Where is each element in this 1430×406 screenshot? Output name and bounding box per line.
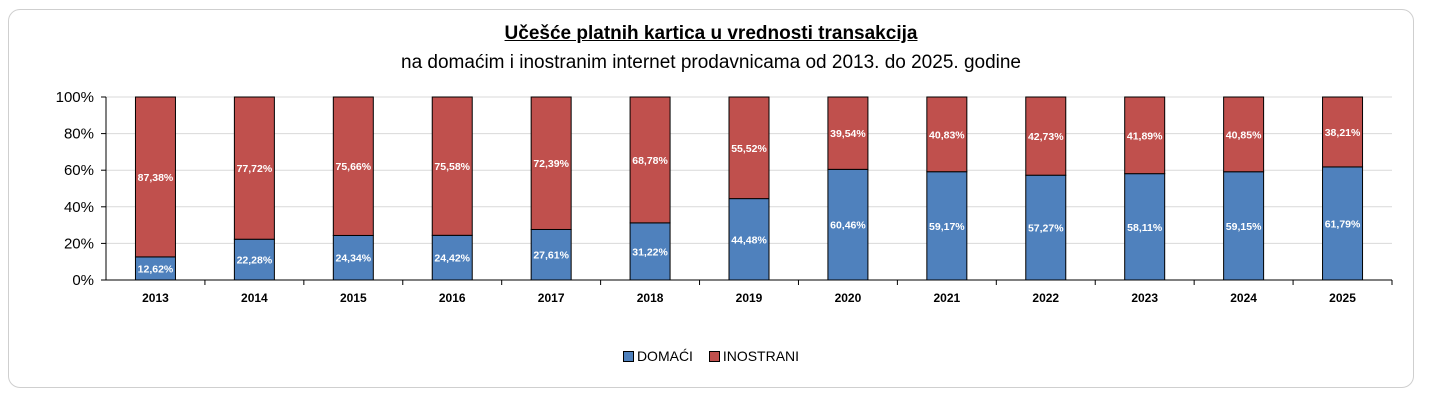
x-tick-label: 2014	[241, 291, 268, 305]
bar-inostrani	[233, 96, 275, 240]
data-label: 24,42%	[434, 253, 470, 265]
y-tick-label: 80%	[64, 126, 94, 143]
legend-swatch-domaci	[622, 350, 634, 362]
data-label: 68,78%	[632, 155, 668, 167]
data-label: 87,38%	[138, 172, 174, 184]
data-label: 40,83%	[929, 129, 965, 141]
data-label: 41,89%	[1127, 130, 1163, 142]
bar-domaci	[1223, 171, 1265, 281]
legend-item-inostrani: INOSTRANI	[708, 348, 800, 364]
data-label: 27,61%	[533, 250, 569, 262]
legend-swatch-inostrani	[708, 350, 720, 362]
x-tick-label: 2022	[1032, 291, 1059, 305]
bar-inostrani	[629, 96, 671, 224]
bar-domaci	[332, 234, 374, 281]
legend: DOMAĆI INOSTRANI	[0, 348, 1422, 365]
bar-inostrani	[827, 96, 869, 170]
bar-inostrani	[1322, 96, 1364, 168]
data-label: 77,72%	[237, 163, 273, 175]
legend-label-domaci: DOMAĆI	[636, 348, 693, 364]
y-tick-label: 0%	[72, 272, 94, 289]
data-label: 38,21%	[1325, 127, 1361, 139]
bar-domaci	[431, 234, 473, 281]
x-tick-label: 2017	[538, 291, 565, 305]
y-tick-label: 40%	[64, 199, 94, 216]
data-label: 31,22%	[632, 246, 668, 258]
chart-subtitle: na domaćim i inostranim internet prodavn…	[401, 52, 1021, 73]
data-label: 57,27%	[1028, 223, 1064, 235]
data-label: 75,58%	[434, 161, 470, 173]
bar-domaci	[530, 228, 572, 281]
bar-domaci	[629, 222, 671, 281]
data-label: 24,34%	[335, 253, 371, 265]
bar-domaci	[926, 171, 968, 281]
data-label: 60,46%	[830, 220, 866, 232]
x-tick-label: 2015	[340, 291, 367, 305]
data-label: 61,79%	[1325, 218, 1361, 230]
x-tick-label: 2024	[1230, 291, 1257, 305]
data-label: 55,52%	[731, 143, 767, 155]
bar-domaci	[233, 238, 275, 281]
x-tick-label: 2020	[835, 291, 862, 305]
data-label: 44,48%	[731, 234, 767, 246]
data-label: 42,73%	[1028, 131, 1064, 143]
data-label: 75,66%	[335, 161, 371, 173]
x-tick-label: 2013	[142, 291, 169, 305]
x-tick-label: 2018	[637, 291, 664, 305]
bar-inostrani	[1025, 96, 1067, 176]
bar-domaci	[728, 198, 770, 281]
bar-inostrani	[728, 96, 770, 200]
legend-item-domaci: DOMAĆI	[622, 348, 693, 364]
y-tick-label: 20%	[64, 235, 94, 252]
bar-inostrani	[1223, 96, 1265, 173]
bar-inostrani	[1124, 96, 1166, 175]
bar-inostrani	[332, 96, 374, 236]
x-tick-label: 2025	[1329, 291, 1356, 305]
chart-title: Učešće platnih kartica u vrednosti trans…	[504, 23, 918, 44]
x-tick-label: 2019	[736, 291, 763, 305]
y-tick-label: 100%	[56, 89, 94, 106]
bar-inostrani	[926, 96, 968, 173]
x-tick-label: 2021	[933, 291, 960, 305]
data-label: 58,11%	[1127, 222, 1163, 234]
y-tick-label: 60%	[64, 162, 94, 179]
bar-inostrani	[530, 96, 572, 230]
data-label: 59,15%	[1226, 221, 1262, 233]
data-label: 72,39%	[533, 158, 569, 170]
legend-label-inostrani: INOSTRANI	[722, 348, 800, 364]
x-tick-label: 2023	[1131, 291, 1158, 305]
x-tick-label: 2016	[439, 291, 466, 305]
data-label: 22,28%	[237, 255, 273, 267]
data-label: 39,54%	[830, 128, 866, 140]
bar-inostrani	[431, 96, 473, 236]
data-label: 59,17%	[929, 221, 965, 233]
data-label: 40,85%	[1226, 129, 1262, 141]
bar-domaci	[827, 168, 869, 281]
bar-inostrani	[134, 96, 176, 258]
data-label: 12,62%	[138, 263, 174, 275]
